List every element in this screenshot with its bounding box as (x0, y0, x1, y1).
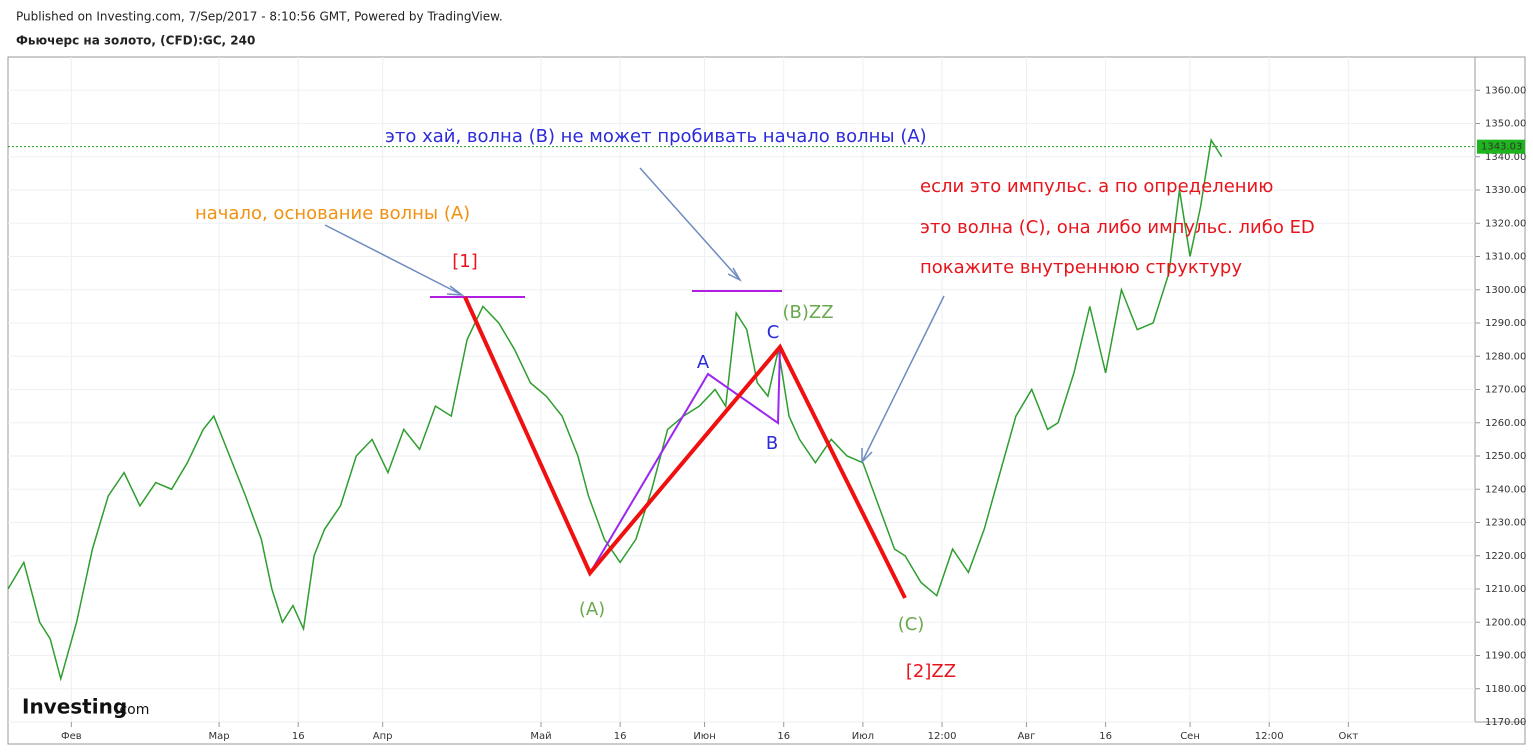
y-tick-label: 1210.00 (1485, 584, 1526, 595)
y-tick-label: 1360.00 (1485, 85, 1526, 96)
grid: 1170.00 1180.00 1190.00 1200.00 1210.00 1220.… (8, 57, 1526, 742)
last-price-box (1477, 139, 1525, 154)
annotation: это волна (C), она либо импульс. либо ED (920, 217, 1315, 238)
annotation: если это импульс. а по определению (920, 176, 1273, 197)
x-tick-label: 12:00 (1255, 731, 1284, 742)
x-tick-label: 16 (614, 731, 627, 742)
sub-wave (589, 346, 781, 574)
annotation: A (697, 352, 710, 373)
y-tick-label: 1240.00 (1485, 484, 1526, 495)
y-tick-label: 1350.00 (1485, 119, 1526, 130)
x-tick-label: Мар (209, 731, 230, 742)
x-tick-label: 16 (1099, 731, 1112, 742)
y-tick-label: 1330.00 (1485, 185, 1526, 196)
annotation: (C) (898, 614, 925, 635)
annotations: начало, основание волны (A) это хай, волн… (195, 126, 1315, 682)
y-tick-label: 1320.00 (1485, 218, 1526, 229)
annotation: B (766, 433, 778, 454)
x-tick-label: Июн (693, 731, 715, 742)
series: 1343.03 (7, 138, 1525, 682)
published-note: Published on Investing.com, 7/Sep/2017 -… (16, 10, 503, 24)
x-tick-label: Апр (373, 731, 393, 742)
y-tick-label: 1170.00 (1485, 717, 1526, 728)
wave-zigzag (463, 296, 907, 599)
arrows (324, 167, 945, 464)
y-tick-label: 1230.00 (1485, 518, 1526, 529)
y-tick-label: 1300.00 (1485, 285, 1526, 296)
y-tick-label: 1200.00 (1485, 617, 1526, 628)
y-tick-label: 1180.00 (1485, 684, 1526, 695)
annotation: [1] (452, 251, 478, 272)
annotation: (A) (579, 599, 605, 620)
y-tick-label: 1250.00 (1485, 451, 1526, 462)
x-tick-label: Авг (1017, 731, 1035, 742)
chart-frame (7, 56, 1526, 745)
x-tick-label: Окт (1338, 731, 1358, 742)
y-tick-label: 1310.00 (1485, 252, 1526, 263)
annotation: [2]ZZ (906, 661, 956, 682)
annotation: C (767, 322, 780, 343)
y-tick-label: 1340.00 (1485, 152, 1526, 163)
y-tick-label: 1290.00 (1485, 318, 1526, 329)
x-tick-label: Фев (61, 731, 82, 742)
x-tick-label: Сен (1180, 731, 1200, 742)
price-line (7, 138, 1223, 682)
x-tick-label: Май (530, 731, 551, 742)
annotation: (B)ZZ (782, 302, 833, 323)
logo-brand: Investing (22, 695, 127, 719)
x-tick-label: Июл (852, 731, 874, 742)
y-tick-label: 1190.00 (1485, 651, 1526, 662)
y-tick-label: 1260.00 (1485, 418, 1526, 429)
y-tick-label: 1220.00 (1485, 551, 1526, 562)
logo-suffix: .com (115, 702, 149, 718)
annotation: покажите внутреннюю структуру (920, 257, 1242, 278)
y-tick-label: 1280.00 (1485, 351, 1526, 362)
x-tick-label: 16 (292, 731, 305, 742)
x-tick-label: 12:00 (928, 731, 957, 742)
last-price-label: 1343.03 (1481, 142, 1522, 153)
x-tick-label: 16 (777, 731, 790, 742)
y-tick-label: 1270.00 (1485, 385, 1526, 396)
annotation: это хай, волна (B) не может пробивать на… (385, 126, 927, 147)
annotation: начало, основание волны (A) (195, 203, 470, 224)
symbol-title: Фьючерс на золото, (CFD):GC, 240 (16, 34, 255, 48)
